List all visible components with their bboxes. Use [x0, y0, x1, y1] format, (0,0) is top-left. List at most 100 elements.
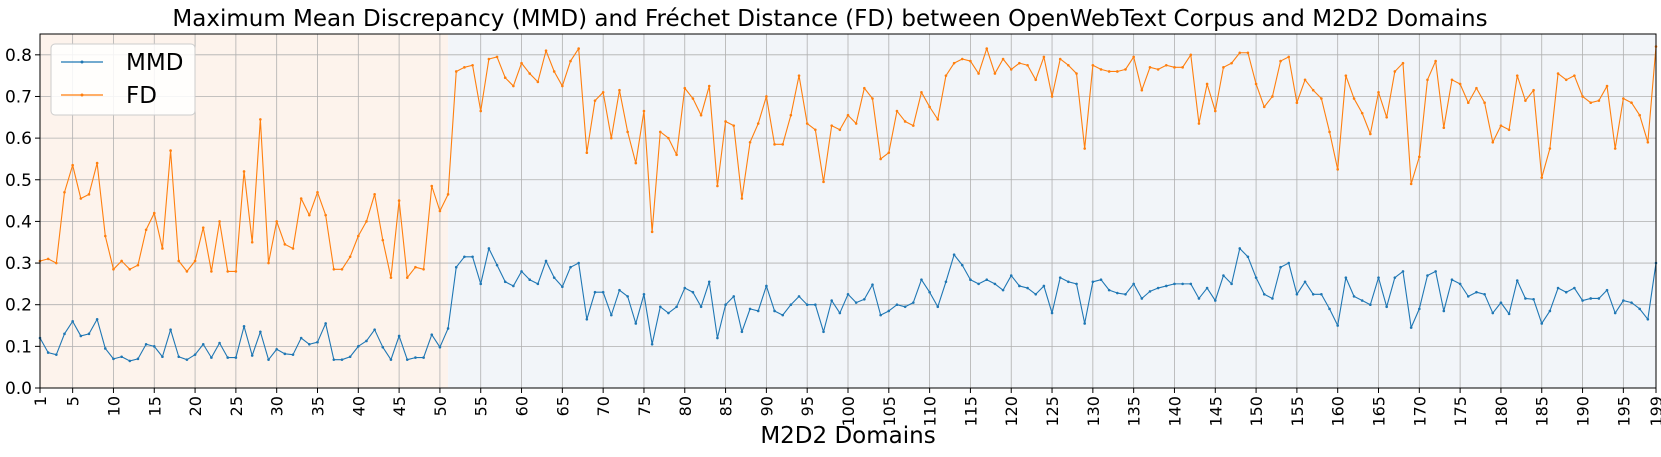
mmd-point: [438, 345, 442, 349]
fd-point: [210, 270, 213, 273]
mmd-point: [95, 317, 99, 321]
fd-point: [1466, 101, 1470, 105]
fd-point: [561, 84, 564, 88]
fd-point: [308, 213, 311, 217]
fd-point: [275, 220, 278, 223]
fd-point: [1597, 99, 1601, 102]
mmd-point: [1336, 324, 1339, 327]
mmd-point: [422, 356, 425, 359]
mmd-point: [1401, 270, 1405, 273]
mmd-point: [756, 309, 760, 313]
mmd-point: [1116, 291, 1119, 295]
fd-point: [512, 84, 515, 88]
fd-point: [1034, 78, 1038, 82]
fd-point: [144, 228, 148, 232]
mmd-point: [871, 283, 874, 287]
fd-point: [1107, 70, 1111, 73]
y-tick-label: 0.1: [5, 337, 32, 357]
fd-point: [397, 199, 401, 202]
mmd-point: [797, 295, 801, 298]
mmd-point: [128, 359, 132, 363]
fd-point: [471, 63, 474, 67]
mmd-point: [1393, 276, 1397, 279]
mmd-point: [291, 353, 295, 356]
fd-point: [1499, 124, 1503, 127]
fd-point: [1197, 122, 1201, 125]
fd-point: [193, 259, 197, 263]
fd-point: [87, 193, 91, 196]
x-tick-label: 190: [1574, 396, 1593, 427]
mmd-point: [55, 353, 58, 356]
mmd-point: [1222, 274, 1225, 277]
fd-point: [340, 268, 344, 271]
mmd-point: [103, 347, 107, 350]
mmd-point: [1499, 301, 1503, 304]
mmd-point: [1156, 286, 1160, 290]
legend: MMD FD: [50, 43, 196, 116]
mmd-point: [471, 255, 474, 259]
fd-point: [267, 261, 270, 265]
mmd-point: [1581, 299, 1584, 302]
fd-point: [348, 255, 352, 259]
fd-point: [618, 88, 621, 92]
mmd-point: [1124, 292, 1127, 296]
mmd-point: [1450, 278, 1454, 282]
mmd-point: [1613, 311, 1617, 315]
fd-point: [503, 76, 507, 80]
x-tick-label: 155: [1288, 396, 1307, 427]
mmd-point: [740, 330, 744, 334]
mmd-point: [348, 355, 352, 359]
mmd-point: [1589, 297, 1593, 300]
mmd-point: [1148, 290, 1152, 293]
x-tick-label: 100: [839, 396, 858, 427]
fd-point: [95, 161, 99, 165]
fd-point: [1515, 74, 1519, 77]
mmd-point: [120, 355, 123, 359]
fd-point: [960, 57, 964, 61]
mmd-point: [1434, 270, 1437, 273]
fd-point: [1213, 109, 1217, 113]
mmd-point: [658, 305, 662, 309]
mmd-point: [1385, 305, 1388, 309]
mmd-point: [79, 334, 83, 338]
series-lines: [38, 45, 1658, 363]
mmd-point: [1042, 284, 1046, 288]
fd-point: [675, 153, 678, 157]
mmd-point: [1573, 286, 1576, 290]
x-tick-label: 140: [1165, 396, 1184, 427]
fd-point: [871, 97, 874, 100]
mmd-point: [748, 307, 752, 311]
fd-point: [185, 270, 189, 273]
mmd-point: [1524, 297, 1527, 300]
mmd-point: [324, 322, 327, 325]
fd-point: [1556, 72, 1560, 75]
fd-point: [1124, 68, 1127, 71]
mmd-point: [577, 261, 580, 265]
x-tick-label: 70: [594, 396, 613, 416]
mmd-point: [357, 345, 360, 348]
fd-point: [1156, 68, 1160, 71]
fd-point: [112, 268, 115, 271]
mmd-point: [275, 347, 278, 351]
fd-point: [814, 128, 817, 132]
mmd-point: [430, 333, 434, 336]
mmd-point: [1034, 292, 1038, 296]
fd-point: [1173, 66, 1176, 69]
mmd-point: [642, 292, 646, 296]
mmd-point: [1132, 282, 1135, 286]
fd-point: [1532, 88, 1535, 92]
fd-point: [1401, 61, 1405, 65]
mmd-point: [1409, 326, 1413, 329]
fd-point: [1377, 91, 1380, 94]
mmd-point: [218, 341, 221, 345]
fd-point: [46, 257, 50, 261]
fd-point: [63, 190, 66, 194]
fd-point: [1116, 70, 1119, 73]
legend-mmd-label: MMD: [126, 50, 183, 76]
mmd-point: [593, 290, 597, 294]
mmd-point: [520, 270, 523, 273]
fd-point: [1018, 61, 1021, 65]
mmd-point: [144, 342, 148, 346]
y-axis-ticks: 0.0 0.1 0.2 0.3 0.4 0.5 0.6 0.7 0.8: [5, 46, 40, 399]
